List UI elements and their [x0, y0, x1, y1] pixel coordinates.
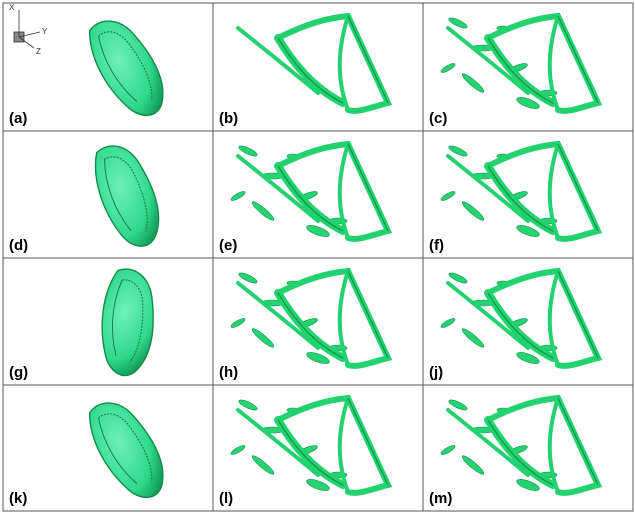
panel-label: (l)	[219, 490, 233, 507]
panel: (g)	[3, 258, 213, 385]
axis-x-label: X	[9, 3, 15, 12]
panel: (a)	[3, 3, 213, 131]
panel-label: (a)	[9, 110, 27, 127]
panel: (h)	[213, 258, 423, 385]
panel: (b)	[213, 3, 423, 131]
panel-label: (f)	[429, 237, 444, 254]
panel-label: (m)	[429, 490, 452, 507]
panel: (d)	[3, 131, 213, 258]
panel: (k)	[3, 385, 213, 511]
panel: (e)	[213, 131, 423, 258]
panel: (j)	[423, 258, 633, 385]
panel: (m)	[423, 385, 633, 511]
panel: (c)	[423, 3, 633, 131]
panel: (l)	[213, 385, 423, 511]
axis-z-label: Z	[36, 47, 41, 56]
panel-label: (j)	[429, 364, 443, 381]
panel: (f)	[423, 131, 633, 258]
panel-label: (g)	[9, 364, 28, 381]
panel-label: (c)	[429, 110, 447, 127]
axis-y-label: Y	[42, 27, 48, 36]
panel-label: (e)	[219, 237, 237, 254]
panel-label: (h)	[219, 364, 238, 381]
panel-label: (d)	[9, 237, 28, 254]
figure: (a) (b) (c) (d) (e) (f) (g) (h) (j) (k) (l) (m) X Y…	[0, 0, 635, 513]
panel-label: (k)	[9, 490, 27, 507]
panel-label: (b)	[219, 110, 238, 127]
